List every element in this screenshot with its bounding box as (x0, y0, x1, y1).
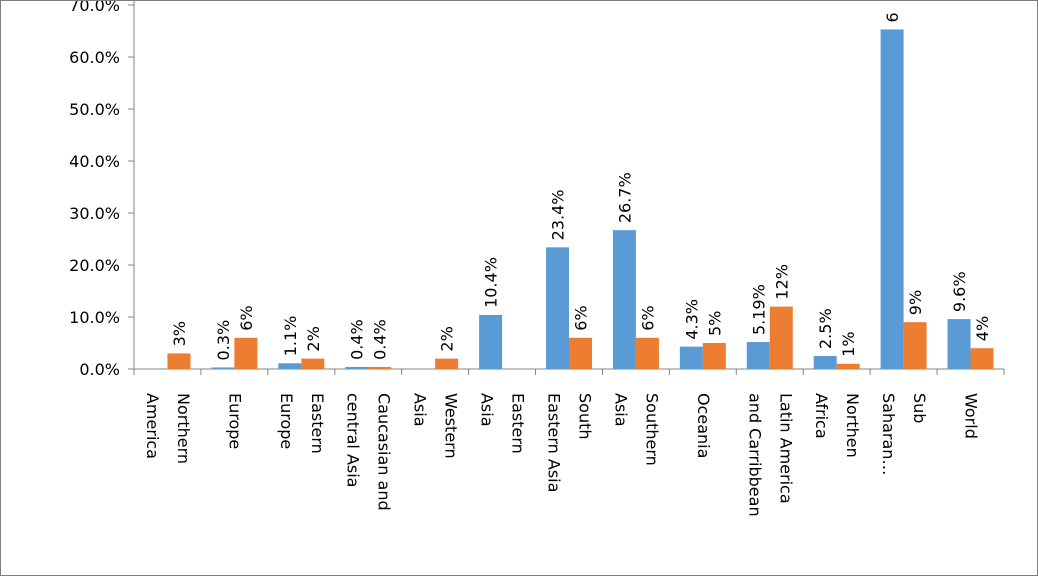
data-label: 4.3% (682, 299, 701, 340)
bar-series-1 (278, 363, 302, 369)
y-tick-label: 70.0% (69, 1, 120, 15)
category-labels: Northern America Europe Eastern Europe Caucas… (143, 393, 981, 517)
y-tick-label: 10.0% (69, 308, 120, 327)
category-label: central Asia (344, 393, 363, 488)
bar-series-1 (746, 342, 770, 369)
data-label: 9.6% (950, 271, 969, 312)
bar-series-2 (234, 337, 258, 369)
bar-series-2 (769, 306, 793, 369)
category-label: World (962, 393, 981, 439)
category-label: Southern (642, 393, 661, 466)
data-label: 9% (906, 290, 925, 315)
category-label: Oceania (694, 393, 713, 458)
data-label: 2.5% (816, 308, 835, 349)
bar-series-1 (479, 314, 503, 369)
bar-series-1 (546, 247, 569, 369)
data-label: 10.4% (482, 257, 501, 308)
category-label: Asia (411, 393, 430, 427)
category-label: Eastern Asia (545, 393, 564, 492)
bar-series-1 (612, 230, 636, 369)
category-label: America (143, 393, 162, 459)
category-label: Asia (611, 393, 630, 427)
bar-series-1 (947, 319, 971, 369)
bar-series-2 (635, 337, 659, 369)
y-tick-label: 50.0% (69, 100, 120, 119)
category-label: Africa (812, 393, 831, 439)
bar-series-2 (167, 353, 191, 369)
category-label: Northen (843, 393, 862, 458)
data-label: 23.4% (549, 189, 568, 240)
category-label: South (576, 393, 595, 440)
category-label: and Carribbean (745, 393, 764, 517)
data-label: 2% (438, 326, 457, 351)
data-label: 3% (170, 321, 189, 346)
data-label: 26.7% (615, 172, 634, 223)
bar-series-2 (702, 343, 726, 369)
bar-series-2 (301, 358, 325, 369)
category-label: Eastern (308, 393, 327, 454)
y-tick-label: 0.0% (79, 360, 120, 379)
data-label: 6% (237, 305, 256, 330)
data-label: 6% (638, 305, 657, 330)
data-label: 0.3% (214, 320, 233, 361)
bar-series-2 (836, 363, 860, 369)
bar-series-2 (903, 322, 927, 369)
bar-series-1 (880, 29, 904, 369)
category-label: Sub (910, 393, 929, 423)
bar-series-2 (435, 358, 459, 369)
category-label: Europe (225, 393, 244, 449)
bar-series-1 (345, 366, 369, 369)
data-label: 12% (772, 264, 791, 300)
data-label: 2% (304, 326, 323, 351)
bars (167, 29, 994, 369)
y-tick-label: 40.0% (69, 152, 120, 171)
bar-series-2 (368, 366, 392, 369)
y-tick-label: 30.0% (69, 204, 120, 223)
category-label: Europe (277, 393, 296, 449)
axes: 0.0% 10.0% 20.0% 30.0% 40.0% 50.0% 60.0% 70.0% (69, 1, 1005, 379)
data-label: 1.1% (281, 316, 300, 357)
category-label: Eastern (509, 393, 528, 454)
category-label: Northern (174, 393, 193, 464)
bar-series-2 (970, 348, 994, 369)
category-label: Latin America (776, 393, 795, 504)
bar-series-1 (813, 356, 837, 369)
y-tick-label: 20.0% (69, 256, 120, 275)
category-label: Caucasian and (375, 393, 394, 511)
data-label: 0.4% (348, 319, 367, 360)
bar-series-1 (211, 367, 235, 369)
y-tick-label: 60.0% (69, 48, 120, 67)
category-label: Saharan… (879, 393, 898, 475)
data-label: 5% (705, 311, 724, 336)
data-label: 0.4% (371, 319, 390, 360)
category-label: Asia (478, 393, 497, 427)
data-labels: 0.3% 1.1% 0.4% 10.4% 23.4% 26.7% 4.3% 5.19% 2.5%… (170, 12, 992, 360)
data-label: 1% (839, 331, 858, 356)
data-label: 5.19% (749, 284, 768, 335)
data-label: 6 (883, 12, 902, 22)
data-label: 4% (973, 316, 992, 341)
bar-series-1 (679, 346, 703, 369)
category-label: Western (442, 393, 461, 459)
data-label: 6% (572, 305, 591, 330)
bar-series-2 (569, 337, 592, 369)
